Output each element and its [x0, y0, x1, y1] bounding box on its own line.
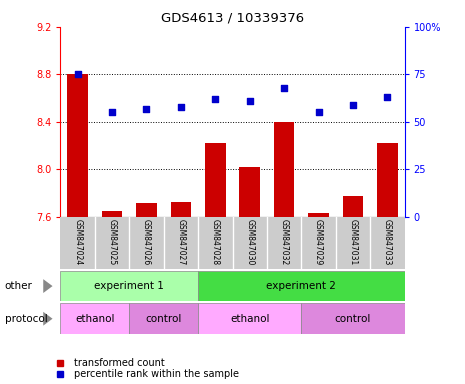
Point: [384, 94, 391, 100]
Text: ethanol: ethanol: [230, 314, 269, 324]
Point: [143, 106, 150, 112]
Bar: [136, 203, 157, 217]
Bar: [60, 303, 129, 334]
Bar: [67, 74, 88, 217]
Polygon shape: [43, 279, 53, 293]
Text: GSM847028: GSM847028: [211, 218, 220, 265]
Point: [280, 84, 288, 91]
Text: GSM847031: GSM847031: [348, 218, 358, 265]
Bar: [198, 271, 405, 301]
Text: GSM847029: GSM847029: [314, 218, 323, 265]
Text: transformed count: transformed count: [74, 358, 165, 368]
Text: control: control: [335, 314, 371, 324]
Text: GSM847027: GSM847027: [176, 218, 186, 265]
Point: [349, 102, 357, 108]
Bar: [274, 122, 294, 217]
Text: other: other: [5, 281, 33, 291]
Text: protocol: protocol: [5, 314, 47, 324]
Bar: [239, 167, 260, 217]
Bar: [308, 214, 329, 217]
Bar: [198, 303, 301, 334]
Text: GSM847030: GSM847030: [245, 218, 254, 265]
Text: GSM847024: GSM847024: [73, 218, 82, 265]
Text: GSM847026: GSM847026: [142, 218, 151, 265]
Point: [108, 109, 116, 116]
Bar: [205, 143, 226, 217]
Point: [246, 98, 253, 104]
Point: [315, 109, 322, 116]
Point: [212, 96, 219, 102]
Bar: [377, 143, 398, 217]
Text: control: control: [146, 314, 182, 324]
Bar: [129, 303, 198, 334]
Bar: [102, 211, 122, 217]
Bar: [60, 271, 198, 301]
Text: experiment 2: experiment 2: [266, 281, 336, 291]
Point: [74, 71, 81, 78]
Text: percentile rank within the sample: percentile rank within the sample: [74, 369, 239, 379]
Text: GSM847025: GSM847025: [107, 218, 117, 265]
Text: experiment 1: experiment 1: [94, 281, 164, 291]
Bar: [343, 195, 363, 217]
Bar: [301, 303, 405, 334]
Polygon shape: [43, 312, 53, 326]
Text: ethanol: ethanol: [75, 314, 114, 324]
Text: GSM847033: GSM847033: [383, 218, 392, 265]
Point: [177, 104, 185, 110]
Title: GDS4613 / 10339376: GDS4613 / 10339376: [161, 11, 304, 24]
Text: GSM847032: GSM847032: [279, 218, 289, 265]
Bar: [171, 202, 191, 217]
